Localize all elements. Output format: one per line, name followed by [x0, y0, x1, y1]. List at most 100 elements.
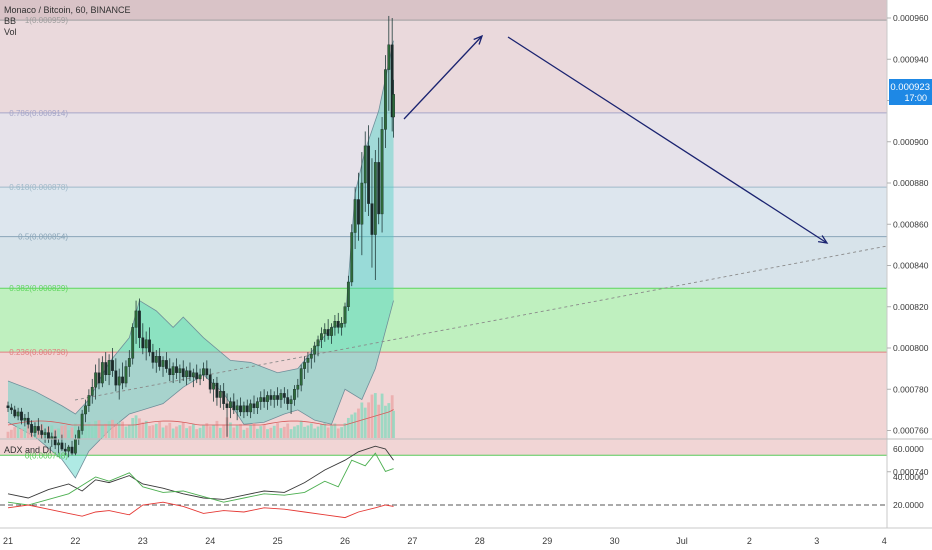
candle — [80, 409, 84, 435]
candle — [309, 348, 313, 369]
candle — [60, 434, 64, 452]
volume-bar — [330, 425, 333, 438]
volume-bar — [333, 423, 337, 438]
candle — [367, 125, 370, 216]
volume-ma — [7, 409, 394, 426]
candle — [235, 399, 239, 421]
candle — [360, 152, 364, 256]
bb-indicator-label: BB — [4, 16, 16, 26]
volume-bar — [316, 426, 320, 438]
candle — [320, 327, 323, 348]
fib-zone — [0, 112, 887, 188]
volume-bar — [97, 420, 101, 438]
candle — [229, 397, 232, 419]
adx-tick-label: 60.0000 — [893, 444, 924, 454]
candle — [242, 401, 246, 419]
volume-bar — [161, 427, 165, 438]
volume-bar — [255, 428, 259, 438]
volume-bar — [70, 427, 74, 438]
candle — [117, 368, 121, 400]
volume-bar — [151, 425, 155, 438]
candle — [84, 399, 87, 423]
volume-bar — [276, 423, 279, 438]
volume-bar — [50, 425, 54, 438]
candle — [340, 317, 344, 336]
fib-level-label: 0.236(0.000798) — [9, 348, 68, 357]
volume-bar — [117, 422, 121, 438]
candle — [316, 335, 320, 357]
volume-bar — [181, 422, 185, 438]
price-tick-label: 0.000860 — [893, 219, 929, 229]
candle — [326, 319, 330, 340]
candle — [202, 362, 205, 381]
volume-bar — [387, 403, 391, 438]
drawing-arrows[interactable] — [403, 34, 829, 244]
candle — [336, 312, 340, 334]
down-arrow[interactable] — [507, 36, 829, 244]
volume-bar — [306, 425, 310, 438]
volume-bar — [191, 424, 195, 438]
candle — [205, 360, 209, 379]
volume-bar — [289, 429, 293, 438]
candle — [370, 158, 374, 268]
fib-zone — [0, 352, 887, 456]
time-tick-label: 28 — [475, 536, 485, 546]
candle — [114, 358, 118, 392]
price-tick-label: 0.000740 — [893, 467, 929, 477]
candle — [97, 358, 101, 390]
fib-zone-top — [0, 0, 887, 21]
candle — [53, 430, 57, 450]
price-scale[interactable]: 0.0009600.0009400.0009200.0009000.000880… — [887, 13, 929, 477]
volume-bar — [134, 415, 138, 438]
candle — [111, 348, 114, 377]
volume-bar — [336, 428, 340, 438]
candle — [70, 440, 74, 456]
volume-bar — [357, 408, 360, 438]
volume-bar — [23, 428, 27, 438]
candle — [178, 364, 182, 384]
candle — [350, 224, 354, 287]
candle — [107, 354, 111, 386]
candle — [239, 397, 242, 417]
candle — [148, 327, 151, 357]
up-arrow[interactable] — [403, 34, 484, 120]
candle — [13, 405, 17, 419]
symbol-title: Monaco / Bitcoin, 60, BINANCE — [4, 5, 131, 15]
adx-lines — [7, 445, 394, 519]
price-tick-label: 0.000880 — [893, 178, 929, 188]
fib-zone — [0, 288, 887, 353]
volume-bar — [373, 393, 377, 438]
minus-di-line — [7, 501, 394, 519]
volume-bar — [175, 426, 178, 438]
volume-bar — [87, 421, 91, 438]
volume-bar — [114, 423, 118, 438]
volume-bar — [249, 425, 253, 438]
candle — [218, 385, 222, 408]
time-tick-label: 4 — [882, 536, 887, 546]
volume-bar — [269, 427, 273, 438]
volume-bar — [296, 425, 300, 438]
volume-bar — [259, 426, 263, 438]
volume-bar — [380, 393, 384, 438]
candle — [57, 438, 60, 454]
volume-bar — [141, 422, 145, 438]
vol-indicator-label: Vol — [4, 27, 17, 37]
candle — [181, 360, 185, 381]
candle — [127, 350, 131, 377]
fib-level-label: 0.786(0.000914) — [9, 109, 68, 118]
volume-bar — [111, 419, 114, 438]
volume-bar — [229, 422, 232, 438]
volume-bar — [392, 410, 395, 438]
volume-bar — [235, 425, 239, 438]
candle — [63, 442, 67, 456]
candle — [269, 389, 273, 406]
volume-bar — [6, 431, 10, 438]
candle — [384, 55, 387, 148]
fib-zone — [0, 236, 887, 289]
volume-bar — [26, 424, 30, 438]
time-axis[interactable]: 21 22 23 24 25 26 27 28 29 30 Jul 2 3 4 — [3, 536, 887, 546]
volume-bar — [363, 407, 367, 438]
time-tick-label: 29 — [542, 536, 552, 546]
volume-bar — [195, 429, 199, 438]
volume-bar — [343, 423, 347, 438]
